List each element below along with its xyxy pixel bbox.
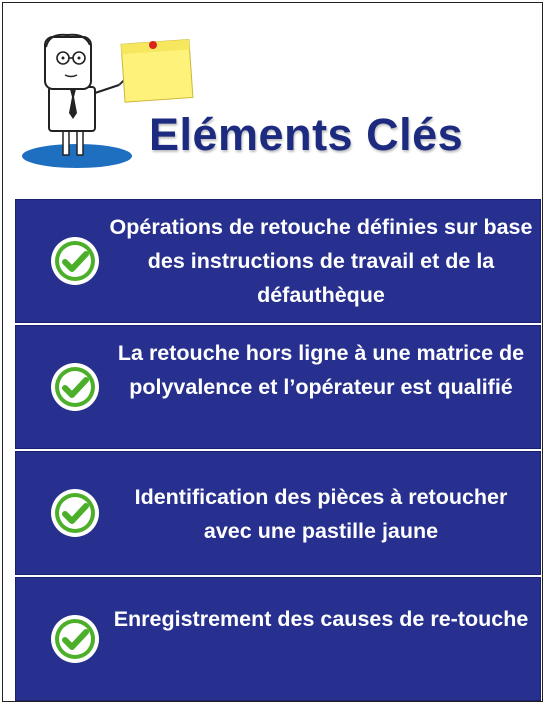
list-item: Identification des pièces à retoucher av… [15, 451, 541, 575]
list-item-text: Identification des pièces à retoucher av… [134, 485, 508, 543]
check-circle-icon [51, 615, 99, 663]
check-circle-icon [51, 237, 99, 285]
page-title: Eléments Clés [149, 109, 464, 160]
list-item-text: La retouche hors ligne à une matrice de … [117, 341, 525, 399]
list-item-text: Opérations de retouche définies sur base… [109, 215, 533, 307]
list-item-text: Enregistrement des causes de re-touche [113, 607, 529, 631]
list-item: Opérations de retouche définies sur base… [15, 199, 541, 323]
list-item: Enregistrement des causes de re-touche [15, 577, 541, 701]
check-circle-icon [51, 363, 99, 411]
check-circle-icon [51, 489, 99, 537]
list-item: La retouche hors ligne à une matrice de … [15, 325, 541, 449]
key-elements-list: Opérations de retouche définies sur base… [15, 199, 541, 703]
teacher-pointing-at-note-illustration [22, 33, 194, 168]
